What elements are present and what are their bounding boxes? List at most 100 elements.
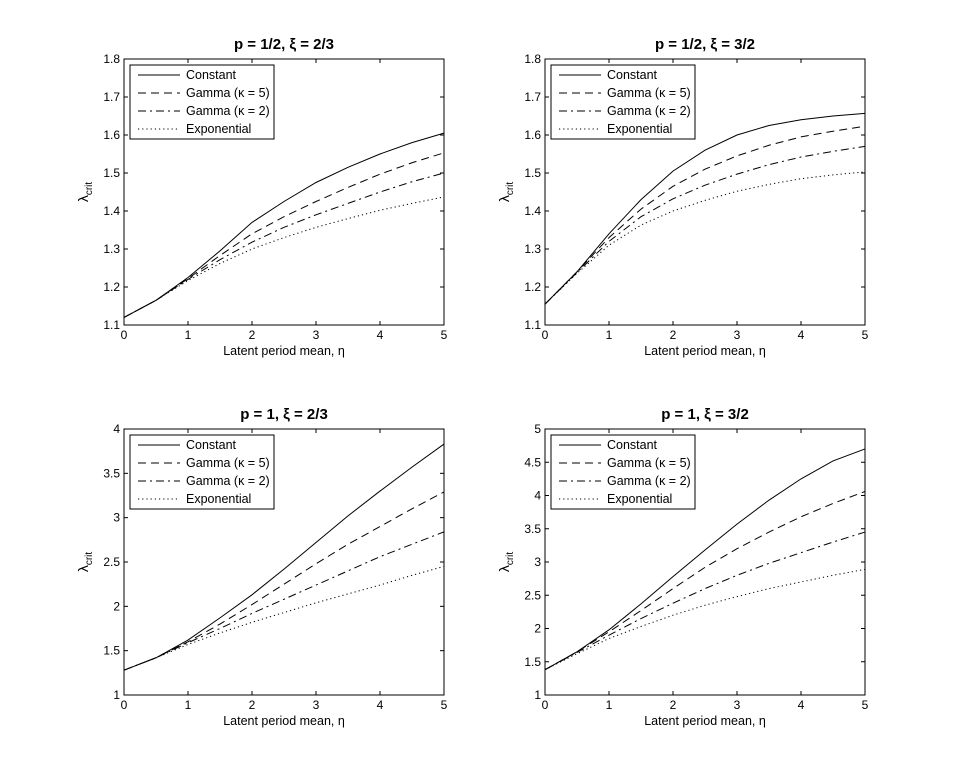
y-tick-label: 1.1: [524, 318, 541, 332]
legend: Constant Gamma (κ = 5) Gamma (κ = 2) Expone…: [129, 64, 275, 140]
y-axis-label-subscript: crit: [84, 182, 95, 196]
y-axis-label: λcrit: [75, 552, 95, 573]
x-tick-label: 1: [606, 698, 613, 712]
x-tick-label: 2: [249, 328, 256, 342]
chart-1: p = 1/2, ξ = 2/3 0 1 2 3 4 5 1.1 1.2 1.3 1.4 1.5 1.6…: [75, 36, 448, 358]
chart-3: p = 1, ξ = 2/30 1 2 3 4 511.522.533.54Latent …: [75, 406, 448, 728]
y-tick-label: 1.2: [524, 280, 541, 294]
series-line-3: [544, 531, 866, 671]
series-line-1: [123, 443, 445, 671]
y-tick-label: 1.1: [103, 318, 120, 332]
series-line-3: [123, 531, 445, 671]
x-tick-label: 5: [441, 698, 448, 712]
legend-label-4: Exponential: [186, 122, 251, 136]
series-line-4: [123, 196, 445, 318]
legend-label-4: Exponential: [607, 122, 672, 136]
chart-title: p = 1/2, ξ = 2/3: [234, 36, 334, 53]
x-tick-label: 4: [377, 328, 384, 342]
y-tick-label: 1.8: [524, 52, 541, 66]
y-tick-label: 1.5: [524, 655, 541, 669]
x-tick-label: 2: [670, 698, 677, 712]
y-tick-label: 1.6: [524, 128, 541, 142]
y-tick-label: 1: [534, 688, 541, 702]
y-tick-label: 2.5: [103, 555, 120, 569]
x-tick-label: 0: [542, 328, 549, 342]
y-tick-label: 3.5: [103, 466, 120, 480]
chart-title: p = 1, ξ = 3/2: [661, 406, 749, 423]
series-line-2: [123, 491, 445, 671]
y-tick-label: 1.4: [103, 204, 120, 218]
legend-box: [129, 64, 275, 140]
series-line-2: [123, 152, 445, 318]
y-tick-label: 2: [534, 622, 541, 636]
y-tick-label: 4.5: [524, 455, 541, 469]
series-line-1: [123, 132, 445, 318]
series-line-1: [544, 448, 866, 671]
legend-label-1: Constant: [186, 68, 237, 82]
x-axis-label: Latent period mean, η: [644, 344, 766, 358]
x-tick-label: 3: [313, 328, 320, 342]
x-tick-label: 4: [798, 328, 805, 342]
legend-label-4: Exponential: [186, 492, 251, 506]
x-tick-label: 0: [542, 698, 549, 712]
x-tick-label: 0: [121, 328, 128, 342]
chart-title: p = 1, ξ = 2/3: [240, 406, 328, 423]
legend-box: [129, 434, 275, 510]
legend: Constant Gamma (κ = 5) Gamma (κ = 2) Expone…: [550, 434, 696, 510]
series-line-2: [544, 125, 866, 305]
y-axis-label-symbol: λ: [496, 565, 512, 572]
y-tick-label: 4: [534, 489, 541, 503]
y-tick-label: 3.5: [524, 522, 541, 536]
legend-label-2: Gamma (κ = 5): [607, 456, 691, 470]
y-axis-label-subscript: crit: [84, 552, 95, 566]
legend: Constant Gamma (κ = 5) Gamma (κ = 2) Expone…: [550, 64, 696, 140]
legend-label-3: Gamma (κ = 2): [186, 104, 270, 118]
chart-title: p = 1/2, ξ = 3/2: [655, 36, 755, 53]
y-tick-label: 1.2: [103, 280, 120, 294]
x-tick-label: 1: [606, 328, 613, 342]
y-tick-label: 1.5: [103, 644, 120, 658]
legend-box: [550, 434, 696, 510]
y-tick-label: 1.3: [103, 242, 120, 256]
y-tick-label: 1.7: [103, 90, 120, 104]
chart-4: p = 1, ξ = 3/20 1 2 3 4 511.522.533.544.55Lat…: [496, 406, 869, 728]
y-tick-label: 1: [113, 688, 120, 702]
legend-label-2: Gamma (κ = 5): [186, 86, 270, 100]
y-tick-label: 1.5: [103, 166, 120, 180]
x-axis-label: Latent period mean, η: [223, 714, 345, 728]
legend-box: [550, 64, 696, 140]
y-tick-label: 1.4: [524, 204, 541, 218]
x-axis-label: Latent period mean, η: [644, 714, 766, 728]
x-tick-label: 3: [313, 698, 320, 712]
y-axis-label-symbol: λ: [75, 565, 91, 572]
y-tick-label: 2.5: [524, 588, 541, 602]
x-tick-label: 3: [734, 328, 741, 342]
series-line-3: [123, 172, 445, 318]
x-tick-label: 4: [798, 698, 805, 712]
y-tick-label: 1.5: [524, 166, 541, 180]
legend-label-3: Gamma (κ = 2): [186, 474, 270, 488]
legend-label-4: Exponential: [607, 492, 672, 506]
x-tick-label: 1: [185, 328, 192, 342]
chart-2: p = 1/2, ξ = 3/2 0 1 2 3 4 5 1.1 1.2 1.3 1.4 1.5 1.6…: [496, 36, 869, 358]
x-tick-label: 0: [121, 698, 128, 712]
y-tick-label: 2: [113, 599, 120, 613]
y-tick-label: 1.7: [524, 90, 541, 104]
legend-label-3: Gamma (κ = 2): [607, 474, 691, 488]
y-tick-label: 4: [113, 422, 120, 436]
series-line-4: [544, 171, 866, 305]
x-tick-label: 5: [862, 328, 869, 342]
legend-label-1: Constant: [607, 438, 658, 452]
y-axis-label-subscript: crit: [505, 182, 516, 196]
x-tick-label: 2: [670, 328, 677, 342]
legend-label-1: Constant: [186, 438, 237, 452]
y-tick-label: 1.8: [103, 52, 120, 66]
legend-label-1: Constant: [607, 68, 658, 82]
x-tick-label: 4: [377, 698, 384, 712]
y-tick-label: 1.6: [103, 128, 120, 142]
y-tick-label: 1.3: [524, 242, 541, 256]
x-tick-label: 1: [185, 698, 192, 712]
legend-label-2: Gamma (κ = 5): [607, 86, 691, 100]
y-axis-label-symbol: λ: [496, 195, 512, 202]
